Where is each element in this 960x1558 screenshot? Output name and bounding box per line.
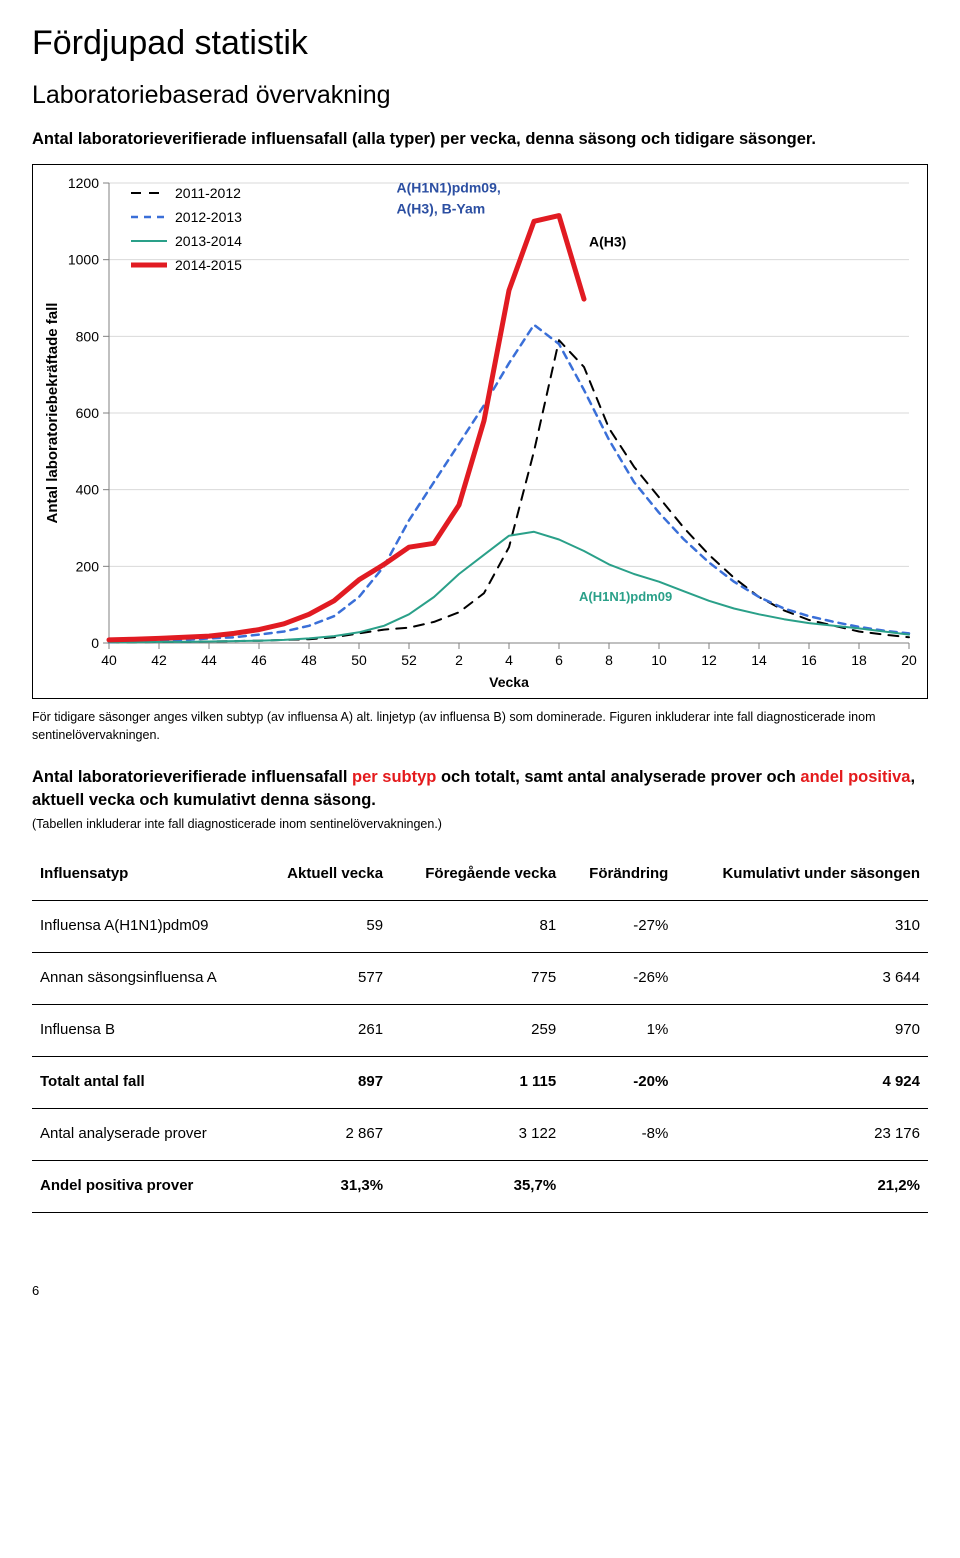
svg-text:6: 6 <box>555 652 563 668</box>
table-header-row: Influensatyp Aktuell vecka Föregående ve… <box>32 849 928 901</box>
col-header: Kumulativt under säsongen <box>676 849 928 901</box>
table-cell: -8% <box>564 1108 676 1160</box>
svg-text:2013-2014: 2013-2014 <box>175 233 242 249</box>
table-cell: Antal analyserade prover <box>32 1108 259 1160</box>
highlight: andel positiva <box>800 768 910 786</box>
table-cell: Totalt antal fall <box>32 1056 259 1108</box>
table-cell: 577 <box>259 952 391 1004</box>
table-cell: 3 122 <box>391 1108 564 1160</box>
table-cell: 775 <box>391 952 564 1004</box>
svg-text:A(H1N1)pdm09,: A(H1N1)pdm09, <box>397 180 501 196</box>
svg-text:200: 200 <box>76 559 100 575</box>
text: Antal laboratorieverifierade influensafa… <box>32 768 352 786</box>
table-cell: 897 <box>259 1056 391 1108</box>
col-header: Influensatyp <box>32 849 259 901</box>
svg-text:A(H3): A(H3) <box>589 234 626 250</box>
svg-text:8: 8 <box>605 652 613 668</box>
table-cell: 1% <box>564 1004 676 1056</box>
svg-text:16: 16 <box>801 652 817 668</box>
svg-text:400: 400 <box>76 482 100 498</box>
text: och totalt, samt antal analyserade prove… <box>436 768 800 786</box>
table-cell <box>564 1160 676 1212</box>
page-title: Fördjupad statistik <box>32 24 928 63</box>
svg-text:2: 2 <box>455 652 463 668</box>
svg-text:10: 10 <box>651 652 667 668</box>
svg-text:A(H3), B-Yam: A(H3), B-Yam <box>397 201 486 217</box>
svg-text:4: 4 <box>505 652 513 668</box>
svg-text:50: 50 <box>351 652 367 668</box>
highlight: per subtyp <box>352 768 436 786</box>
svg-text:20: 20 <box>901 652 917 668</box>
table-cell: Andel positiva prover <box>32 1160 259 1212</box>
table-cell: -27% <box>564 900 676 952</box>
table-cell: 21,2% <box>676 1160 928 1212</box>
svg-text:0: 0 <box>91 635 99 651</box>
svg-text:A(H1N1)pdm09: A(H1N1)pdm09 <box>579 589 672 604</box>
line-chart: 0200400600800100012004042444648505224681… <box>39 171 923 691</box>
svg-text:Antal laboratoriebekräftade fa: Antal laboratoriebekräftade fall <box>44 303 61 524</box>
table-row: Influensa A(H1N1)pdm095981-27%310 <box>32 900 928 952</box>
table-note: (Tabellen inkluderar inte fall diagnosti… <box>32 817 928 831</box>
table-row: Andel positiva prover31,3%35,7% 21,2% <box>32 1160 928 1212</box>
svg-text:2014-2015: 2014-2015 <box>175 257 242 273</box>
svg-text:52: 52 <box>401 652 417 668</box>
table-cell: 261 <box>259 1004 391 1056</box>
svg-text:1000: 1000 <box>68 252 99 268</box>
section-heading: Laboratoriebaserad övervakning <box>32 81 928 110</box>
data-table: Influensatyp Aktuell vecka Föregående ve… <box>32 849 928 1213</box>
svg-text:44: 44 <box>201 652 217 668</box>
intro-paragraph: Antal laboratorieverifierade influensafa… <box>32 128 928 150</box>
svg-text:1200: 1200 <box>68 175 99 191</box>
table-row: Totalt antal fall8971 115-20%4 924 <box>32 1056 928 1108</box>
table-cell: 81 <box>391 900 564 952</box>
svg-text:48: 48 <box>301 652 317 668</box>
table-cell: 23 176 <box>676 1108 928 1160</box>
table-row: Influensa B2612591%970 <box>32 1004 928 1056</box>
col-header: Förändring <box>564 849 676 901</box>
table-cell: 59 <box>259 900 391 952</box>
svg-text:46: 46 <box>251 652 267 668</box>
table-row: Antal analyserade prover2 8673 122-8%23 … <box>32 1108 928 1160</box>
table-row: Annan säsongsinfluensa A577775-26%3 644 <box>32 952 928 1004</box>
svg-text:12: 12 <box>701 652 717 668</box>
svg-text:18: 18 <box>851 652 867 668</box>
table-cell: 31,3% <box>259 1160 391 1212</box>
table-cell: Annan säsongsinfluensa A <box>32 952 259 1004</box>
table-cell: Influensa B <box>32 1004 259 1056</box>
page-number: 6 <box>32 1283 928 1298</box>
chart-caption: För tidigare säsonger anges vilken subty… <box>32 709 928 744</box>
col-header: Aktuell vecka <box>259 849 391 901</box>
svg-text:42: 42 <box>151 652 167 668</box>
chart-container: 0200400600800100012004042444648505224681… <box>32 164 928 699</box>
table-cell: 3 644 <box>676 952 928 1004</box>
table-cell: 259 <box>391 1004 564 1056</box>
table-cell: 2 867 <box>259 1108 391 1160</box>
svg-text:14: 14 <box>751 652 767 668</box>
table-intro: Antal laboratorieverifierade influensafa… <box>32 766 928 811</box>
svg-text:600: 600 <box>76 405 100 421</box>
svg-text:40: 40 <box>101 652 117 668</box>
table-cell: -26% <box>564 952 676 1004</box>
table-cell: 310 <box>676 900 928 952</box>
table-cell: Influensa A(H1N1)pdm09 <box>32 900 259 952</box>
svg-text:2011-2012: 2011-2012 <box>175 185 241 201</box>
svg-text:800: 800 <box>76 329 100 345</box>
table-cell: 970 <box>676 1004 928 1056</box>
table-cell: 4 924 <box>676 1056 928 1108</box>
table-cell: 1 115 <box>391 1056 564 1108</box>
col-header: Föregående vecka <box>391 849 564 901</box>
svg-text:Vecka: Vecka <box>489 674 529 690</box>
table-cell: -20% <box>564 1056 676 1108</box>
table-cell: 35,7% <box>391 1160 564 1212</box>
svg-text:2012-2013: 2012-2013 <box>175 209 242 225</box>
